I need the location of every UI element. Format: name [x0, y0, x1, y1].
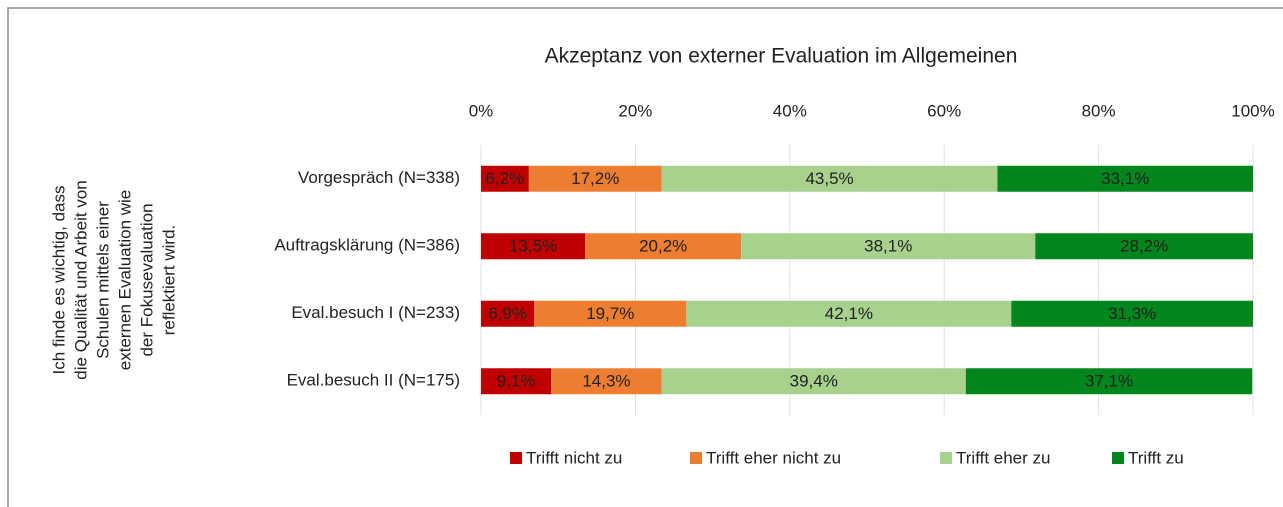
x-tick-label: 80%	[1082, 101, 1116, 120]
data-label: 17,2%	[571, 169, 619, 188]
group-label-line: reflektiert wird.	[159, 225, 178, 336]
bar-segment	[481, 233, 586, 260]
data-label: 19,7%	[586, 304, 634, 323]
bar-segment	[997, 165, 1253, 192]
bar-segment	[965, 368, 1253, 395]
bar-segment	[481, 368, 552, 395]
chart-title: Akzeptanz von externer Evaluation im All…	[545, 45, 1018, 68]
x-tick-label: 40%	[773, 101, 807, 120]
bar-segment	[528, 165, 662, 192]
bar-segment	[1035, 233, 1253, 260]
y-tick-label: Eval.besuch II (N=175)	[287, 371, 460, 390]
legend-label: Trifft eher nicht zu	[706, 448, 841, 467]
group-label-line: die Qualität und Arbeit von	[71, 180, 90, 379]
data-label: 9,1%	[497, 372, 536, 391]
bar-segment	[481, 165, 529, 192]
data-label: 6,2%	[486, 169, 525, 188]
legend-label: Trifft zu	[1128, 448, 1184, 467]
data-label: 38,1%	[864, 237, 912, 256]
data-label: 20,2%	[639, 237, 687, 256]
data-label: 31,3%	[1108, 304, 1156, 323]
group-label-line: der Fokusevaluation	[137, 203, 156, 356]
bar-segment	[686, 300, 1012, 327]
y-tick-label: Vorgespräch (N=338)	[298, 168, 460, 187]
x-tick-label: 60%	[927, 101, 961, 120]
data-label: 6,9%	[488, 304, 527, 323]
data-label: 39,4%	[790, 372, 838, 391]
group-label-line: externen Evaluation wie	[115, 190, 134, 371]
group-label: Ich finde es wichtig, dass die Qualität u…	[49, 180, 178, 379]
legend-swatch	[1112, 452, 1124, 464]
x-tick-label: 100%	[1231, 101, 1274, 120]
legend-label: Trifft eher zu	[956, 448, 1050, 467]
bar-segment	[661, 165, 998, 192]
legend-swatch	[690, 452, 702, 464]
bar-segment	[481, 300, 535, 327]
group-label-line: Ich finde es wichtig, dass	[49, 186, 68, 375]
legend-swatch	[940, 452, 952, 464]
bar-segment	[534, 300, 687, 327]
y-tick-label: Eval.besuch I (N=233)	[291, 303, 460, 322]
data-label: 13,5%	[509, 237, 557, 256]
group-label-line: Schulen mittels einer	[93, 201, 112, 359]
data-label: 42,1%	[825, 304, 873, 323]
bar-segment	[585, 233, 742, 260]
data-label: 43,5%	[805, 169, 853, 188]
bar-segment	[1011, 300, 1253, 327]
bar-segment	[741, 233, 1036, 260]
x-tick-label: 20%	[618, 101, 652, 120]
data-label: 33,1%	[1101, 169, 1149, 188]
chart-border	[7, 7, 1283, 507]
bar-segment	[661, 368, 966, 395]
bar-segment	[551, 368, 662, 395]
x-tick-label: 0%	[469, 101, 494, 120]
legend-label: Trifft nicht zu	[526, 448, 622, 467]
data-label: 14,3%	[582, 372, 630, 391]
data-label: 37,1%	[1085, 372, 1133, 391]
data-label: 28,2%	[1120, 237, 1168, 256]
legend-swatch	[510, 452, 522, 464]
y-tick-label: Auftragsklärung (N=386)	[274, 236, 460, 255]
